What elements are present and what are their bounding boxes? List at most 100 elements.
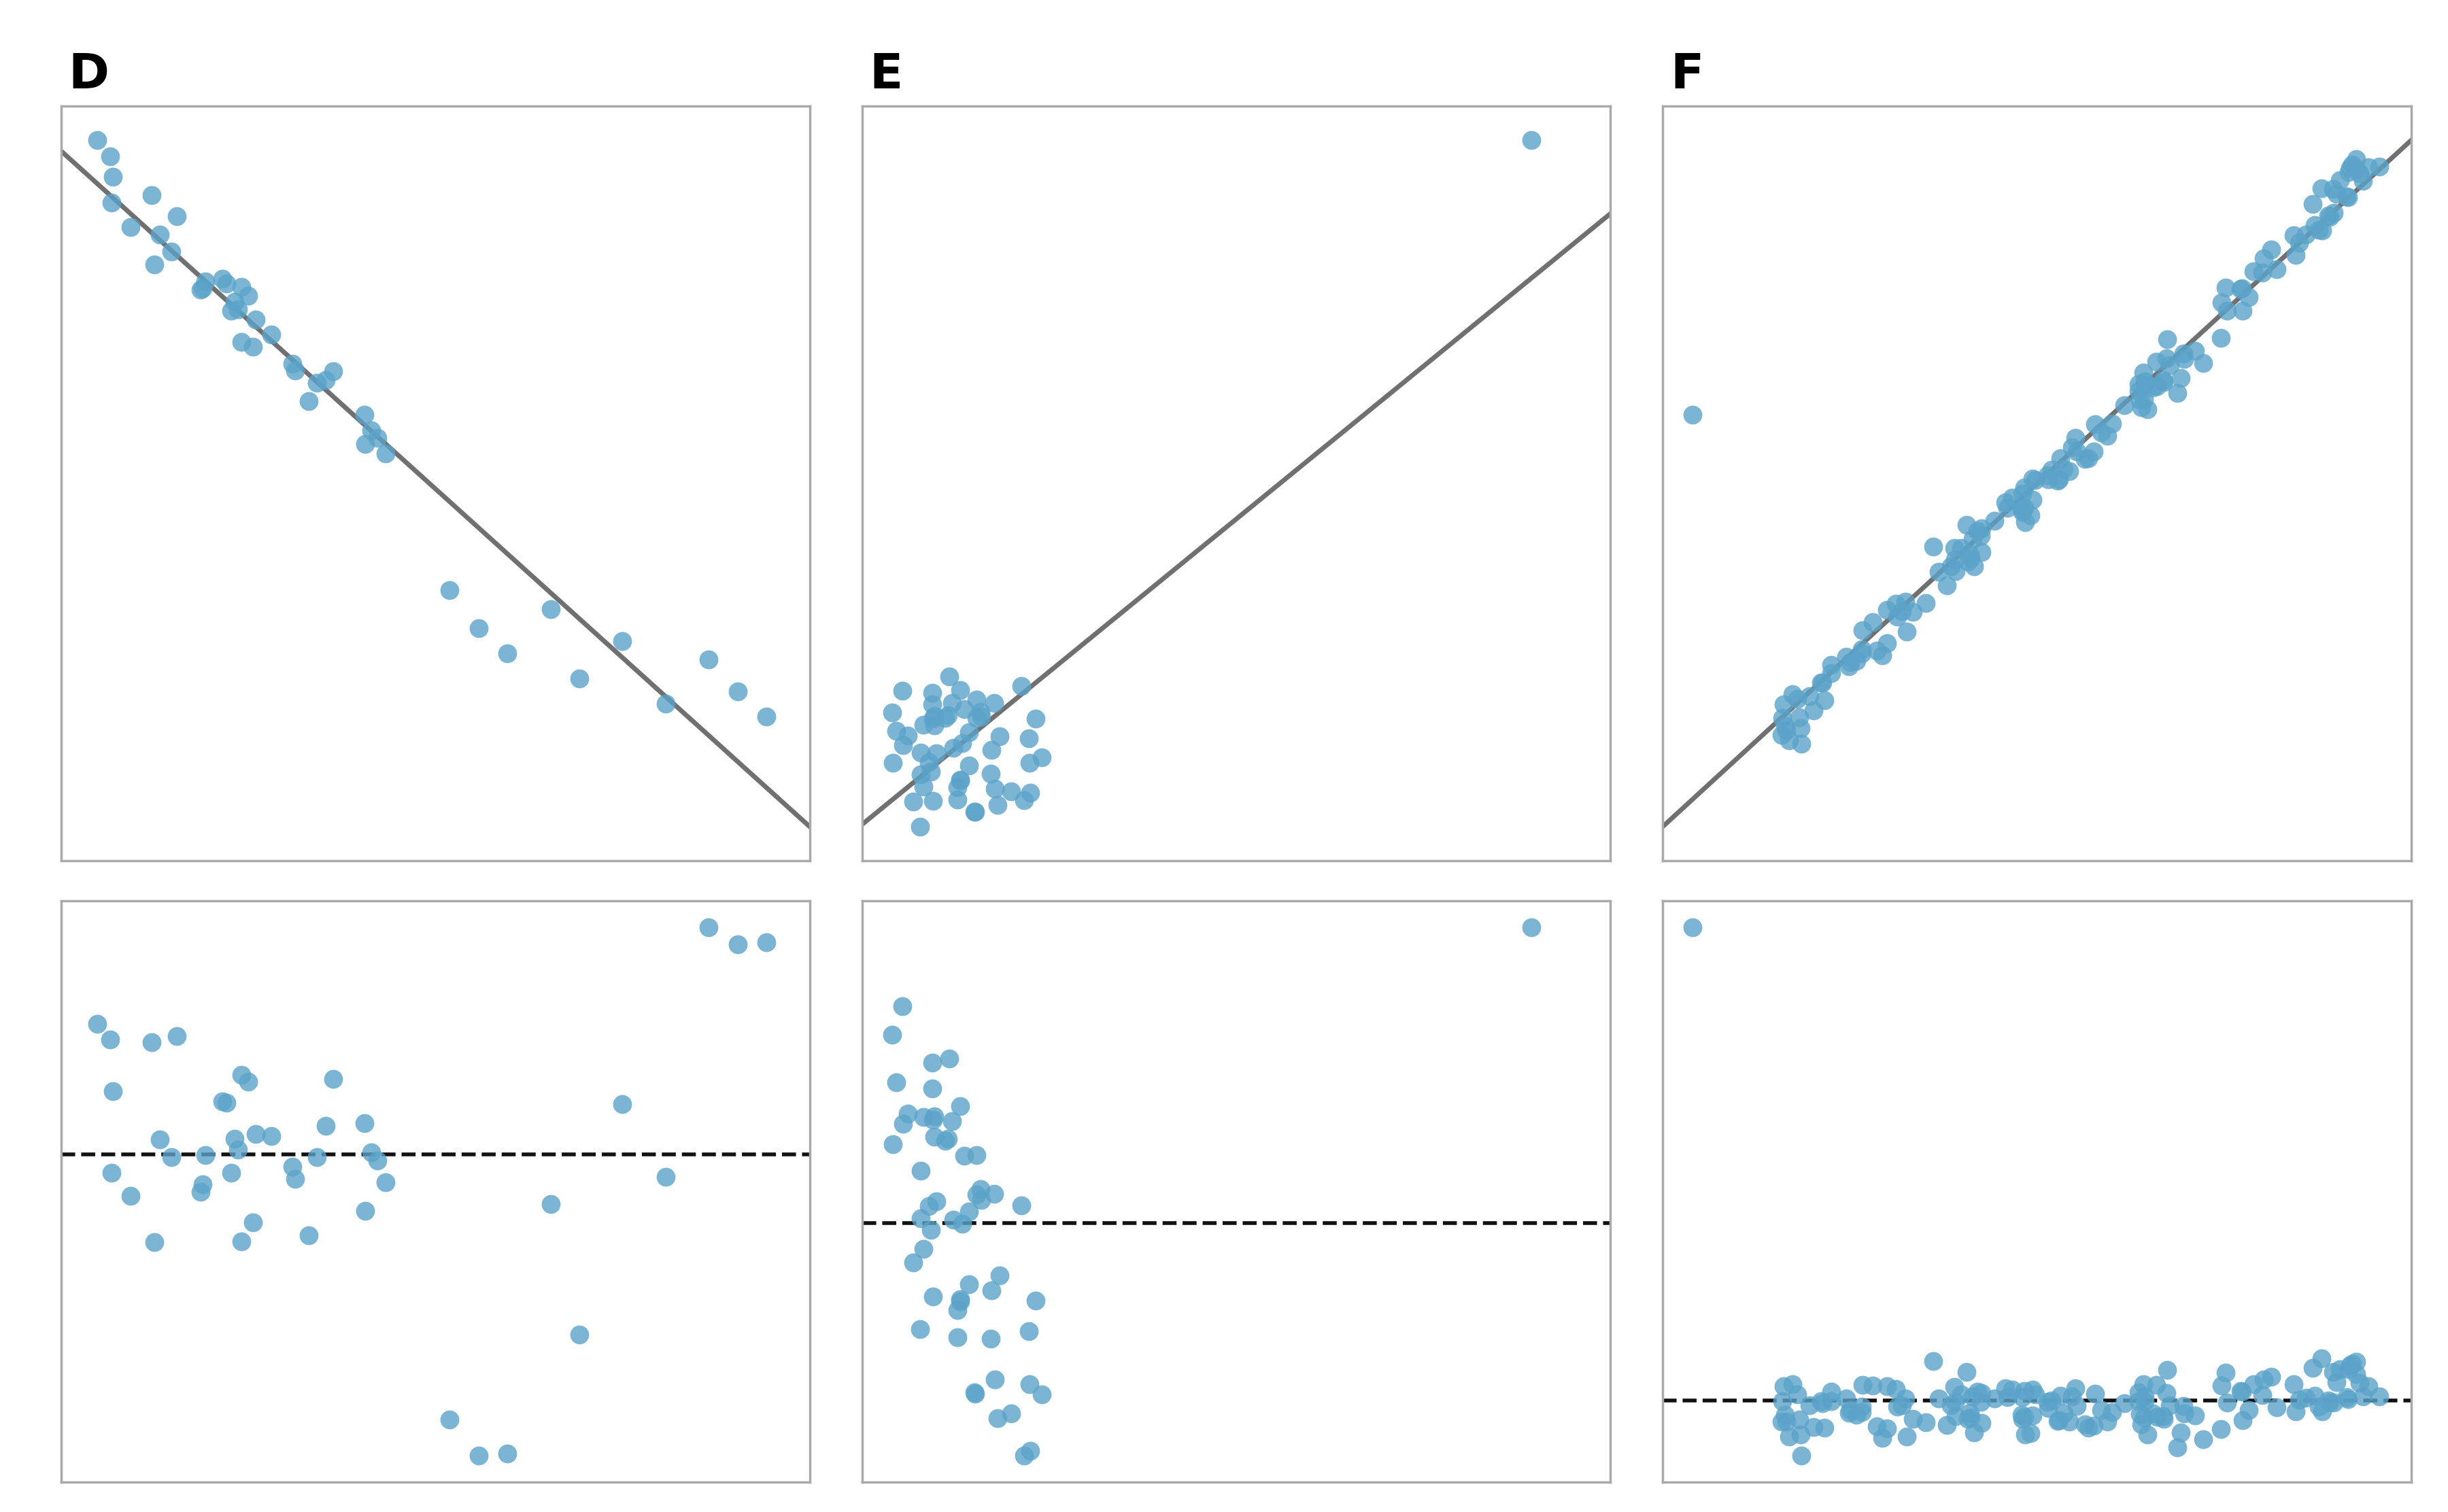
Point — [1023, 1382, 1062, 1406]
Point — [2311, 204, 2350, 228]
Point — [1853, 1374, 1892, 1399]
Point — [690, 915, 730, 939]
Point — [1853, 609, 1892, 634]
Point — [602, 1092, 641, 1116]
Point — [935, 736, 974, 761]
Point — [2220, 1379, 2260, 1403]
Point — [1826, 644, 1865, 668]
Point — [2208, 299, 2247, 324]
Point — [2328, 184, 2367, 209]
Point — [2360, 1383, 2399, 1408]
Point — [901, 741, 940, 765]
Point — [152, 1146, 191, 1170]
Point — [91, 1027, 130, 1051]
Point — [208, 1092, 247, 1116]
Point — [901, 762, 940, 786]
Point — [2049, 1409, 2088, 1433]
Point — [1883, 1394, 1922, 1418]
Point — [367, 1170, 406, 1194]
Point — [203, 268, 242, 292]
Point — [1789, 1393, 1829, 1417]
Point — [913, 789, 952, 813]
Point — [2054, 1383, 2093, 1408]
Point — [2338, 1362, 2377, 1387]
Point — [2032, 458, 2071, 482]
Point — [313, 358, 353, 383]
Point — [1004, 1444, 1043, 1468]
Point — [918, 741, 957, 765]
Point — [2076, 413, 2115, 437]
Point — [957, 688, 996, 712]
Point — [272, 1155, 311, 1179]
Point — [2120, 1390, 2159, 1414]
Point — [1895, 600, 1934, 624]
Point — [955, 800, 994, 824]
Point — [938, 1325, 977, 1349]
Point — [2252, 237, 2291, 262]
Point — [2027, 463, 2066, 487]
Point — [2032, 1388, 2071, 1412]
Point — [357, 426, 397, 451]
Point — [913, 692, 952, 717]
Point — [2147, 346, 2186, 370]
Point — [1931, 553, 1971, 578]
Point — [2125, 360, 2164, 384]
Point — [2279, 1388, 2318, 1412]
Point — [1914, 1349, 1954, 1373]
Point — [2081, 420, 2120, 445]
Point — [2149, 352, 2189, 376]
Point — [916, 1104, 955, 1128]
Point — [1826, 1387, 1865, 1411]
Point — [2056, 1394, 2095, 1418]
Point — [2176, 339, 2215, 363]
Point — [2201, 290, 2240, 314]
Point — [2343, 169, 2382, 194]
Point — [228, 283, 267, 307]
Point — [1878, 1394, 1917, 1418]
Point — [1875, 1376, 1914, 1400]
Point — [2330, 156, 2370, 180]
Point — [1951, 1406, 1990, 1430]
Point — [2066, 446, 2105, 470]
Point — [646, 692, 685, 717]
Point — [110, 1184, 149, 1208]
Point — [1023, 745, 1062, 770]
Point — [933, 691, 972, 715]
Point — [1763, 1390, 1802, 1414]
Point — [881, 679, 920, 703]
Point — [1804, 1415, 1843, 1439]
Point — [1958, 519, 1998, 543]
Point — [1946, 513, 1985, 537]
Point — [2333, 153, 2372, 177]
Point — [1794, 699, 1834, 723]
Point — [1868, 597, 1907, 621]
Point — [2054, 435, 2093, 460]
Point — [1016, 1288, 1055, 1312]
Point — [2120, 389, 2159, 413]
Point — [2076, 1382, 2115, 1406]
Point — [277, 358, 316, 383]
Point — [2012, 503, 2051, 528]
Point — [2005, 1379, 2044, 1403]
Point — [2313, 1359, 2353, 1383]
Point — [1780, 1423, 1819, 1447]
Point — [1868, 632, 1907, 656]
Point — [2012, 487, 2051, 511]
Point — [1887, 1424, 1927, 1448]
Point — [93, 191, 132, 215]
Point — [1993, 485, 2032, 510]
Point — [1985, 490, 2024, 514]
Point — [1951, 543, 1990, 567]
Point — [2120, 1380, 2159, 1405]
Point — [690, 647, 730, 671]
Point — [955, 1380, 994, 1405]
Point — [132, 1030, 171, 1054]
Point — [1765, 1403, 1804, 1427]
Point — [460, 615, 499, 640]
Point — [2125, 1406, 2164, 1430]
Point — [2144, 1406, 2184, 1430]
Point — [903, 1237, 942, 1261]
Point — [940, 1095, 979, 1119]
Point — [2132, 375, 2171, 399]
Point — [1951, 546, 1990, 570]
